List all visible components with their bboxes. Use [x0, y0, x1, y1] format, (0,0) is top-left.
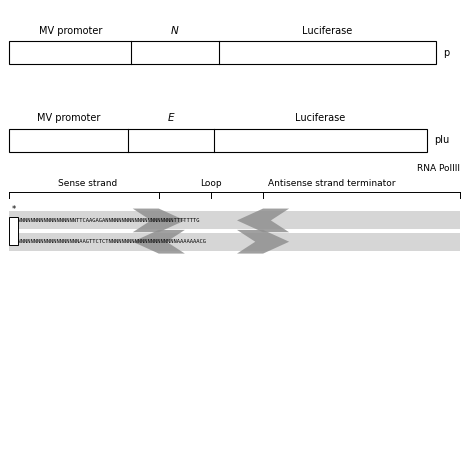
- Bar: [9, 41, 436, 64]
- Bar: [9, 129, 427, 152]
- Text: MV promoter: MV promoter: [38, 26, 102, 36]
- Text: CNNNNNNNNNNNNNNNNNNNNAAGTTCTCTNNNNNNNNNNNNNNNNNNNNNAAAAAAACG: CNNNNNNNNNNNNNNNNNNNNAAGTTCTCTNNNNNNNNNN…: [12, 239, 207, 244]
- Text: Loop: Loop: [200, 179, 222, 188]
- Text: E: E: [168, 113, 174, 123]
- Text: N: N: [171, 26, 179, 36]
- Bar: [9, 217, 18, 245]
- Text: MV promoter: MV promoter: [37, 113, 100, 123]
- Polygon shape: [237, 230, 289, 254]
- Text: Luciferase: Luciferase: [302, 26, 353, 36]
- Text: *: *: [12, 205, 16, 214]
- Polygon shape: [237, 209, 289, 232]
- Polygon shape: [133, 209, 185, 232]
- Bar: [9, 211, 460, 229]
- Text: p: p: [443, 47, 449, 58]
- Text: GNNNNNNNNNNNNNNNNNNNTTCAAGAGANNNNNNNNNNNNNNNNNNNNNTTTTTTTG: GNNNNNNNNNNNNNNNNNNNTTCAAGAGANNNNNNNNNNN…: [12, 218, 201, 223]
- Text: Sense strand: Sense strand: [58, 179, 117, 188]
- Text: Antisense strand terminator: Antisense strand terminator: [268, 179, 395, 188]
- Text: Luciferase: Luciferase: [295, 113, 346, 123]
- Text: plu: plu: [434, 135, 449, 146]
- Polygon shape: [133, 230, 185, 254]
- Text: RNA PolIII: RNA PolIII: [417, 164, 460, 173]
- Bar: [9, 233, 460, 251]
